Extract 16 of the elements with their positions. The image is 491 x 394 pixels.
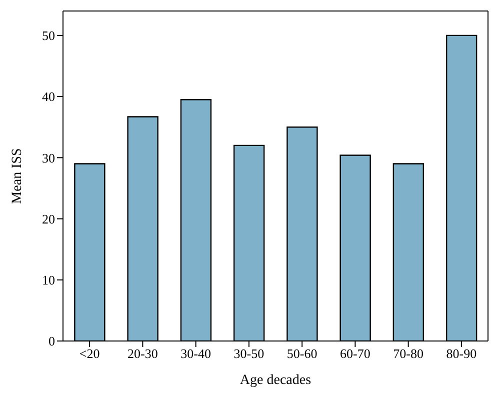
x-tick-label: 60-70 [340,346,370,362]
x-tick-label: 70-80 [393,346,424,362]
y-tick-label: 10 [42,272,55,288]
y-tick-label: 20 [42,211,55,226]
x-tick-label: 50-60 [286,346,318,362]
y-tick-label: 40 [42,89,55,104]
x-axis-title: Age decades [240,373,312,388]
y-tick-label: 0 [48,334,55,349]
x-tick-label: 30-40 [180,346,211,362]
x-tick-label: 30-50 [234,346,264,362]
y-axis-title: Mean ISS [10,148,25,204]
y-tick-label: 50 [42,28,55,44]
x-tick-label: 80-90 [446,346,477,362]
x-tick-label: <20 [79,346,100,362]
y-tick-label: 30 [42,150,55,166]
x-tick-label: 20-30 [128,346,158,362]
